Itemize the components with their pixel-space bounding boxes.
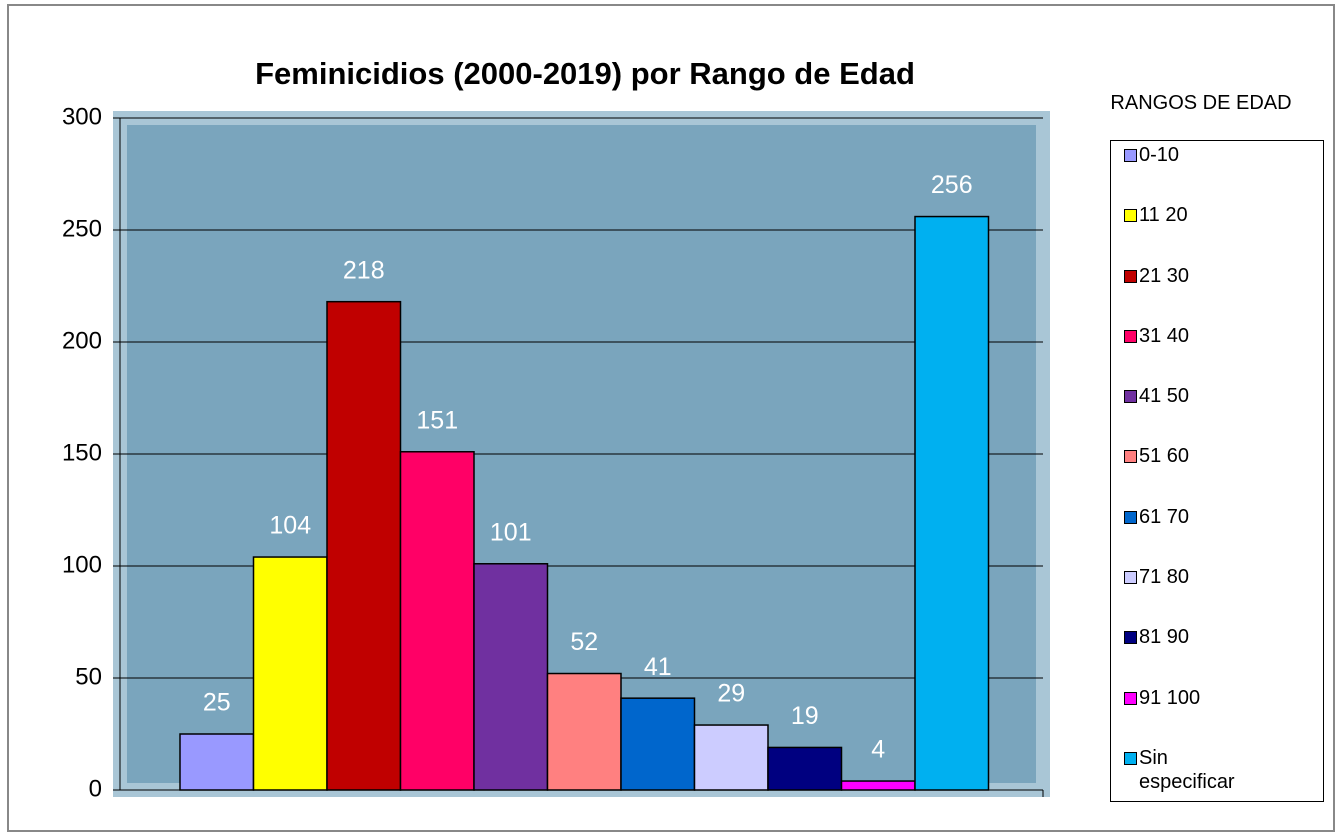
legend-swatch	[1124, 149, 1137, 162]
legend-entry: 21 30	[1111, 264, 1323, 324]
data-label: 29	[717, 680, 745, 708]
bar	[179, 733, 255, 791]
bar	[767, 746, 843, 791]
data-label: 4	[871, 736, 885, 764]
legend-entry: 31 40	[1111, 324, 1323, 384]
data-label: 19	[791, 702, 819, 730]
legend-swatch	[1124, 450, 1137, 464]
legend-swatch	[1124, 209, 1137, 223]
legend-swatch	[1124, 390, 1137, 404]
y-tick-label: 50	[75, 663, 102, 690]
legend-label: 61 70	[1139, 505, 1190, 528]
legend-entry: Sin especificar	[1111, 746, 1323, 806]
bar	[620, 697, 696, 791]
legend-label: 51 60	[1139, 445, 1190, 468]
legend-entry: 0-10	[1111, 143, 1323, 203]
data-label: 101	[490, 518, 532, 546]
legend-entry: 71 80	[1111, 565, 1323, 625]
bar	[840, 780, 916, 791]
legend-label: 91 100	[1139, 686, 1201, 709]
bar	[473, 563, 549, 791]
legend-label: 11 20	[1139, 204, 1188, 227]
legend-title: RANGOS DE EDAD	[1110, 92, 1292, 114]
bar	[252, 556, 328, 791]
data-label: 25	[203, 689, 231, 717]
y-tick-label: 0	[89, 775, 102, 802]
legend-label: Sin especificar	[1139, 746, 1235, 793]
legend-swatch	[1124, 510, 1137, 524]
legend-entry: 11 20	[1111, 203, 1323, 263]
legend-label: 21 30	[1139, 264, 1190, 287]
legend-swatch	[1124, 571, 1137, 585]
data-label: 256	[931, 171, 973, 199]
legend-entry: 41 50	[1111, 384, 1323, 444]
legend-label: 31 40	[1139, 324, 1190, 347]
legend-entry: 61 70	[1111, 505, 1323, 565]
legend-label: 71 80	[1139, 566, 1190, 589]
data-label: 41	[644, 653, 672, 681]
legend-swatch	[1124, 631, 1137, 645]
data-label: 52	[570, 628, 598, 656]
legend-entry: 81 90	[1111, 625, 1323, 685]
legend-entry: 91 100	[1111, 686, 1323, 746]
legend-swatch	[1124, 751, 1137, 765]
legend-label: 41 50	[1139, 385, 1190, 408]
bar	[693, 724, 769, 791]
legend-entry: 51 60	[1111, 444, 1323, 504]
y-tick-label: 150	[62, 439, 102, 466]
y-tick-label: 300	[62, 103, 102, 130]
y-tick-label: 250	[62, 215, 102, 242]
y-tick-label: 100	[62, 551, 102, 578]
legend-label: 0-10	[1139, 144, 1180, 166]
data-label: 151	[416, 406, 458, 434]
legend-swatch	[1124, 329, 1137, 343]
data-label: 104	[269, 512, 311, 540]
bar	[399, 451, 475, 791]
bar	[326, 300, 402, 791]
bar	[914, 215, 990, 791]
legend: 0-10 11 20 21 30 31 40 41 50 51 60 61 70 71 80 8…	[1110, 140, 1324, 802]
data-label: 218	[343, 256, 385, 284]
legend-swatch	[1124, 269, 1137, 283]
legend-label: 81 90	[1139, 626, 1190, 649]
y-tick-label: 200	[62, 327, 102, 354]
bar	[546, 672, 622, 791]
legend-swatch	[1124, 691, 1137, 705]
chart-title: Feminicidios (2000-2019) por Rango de Ed…	[255, 56, 915, 91]
